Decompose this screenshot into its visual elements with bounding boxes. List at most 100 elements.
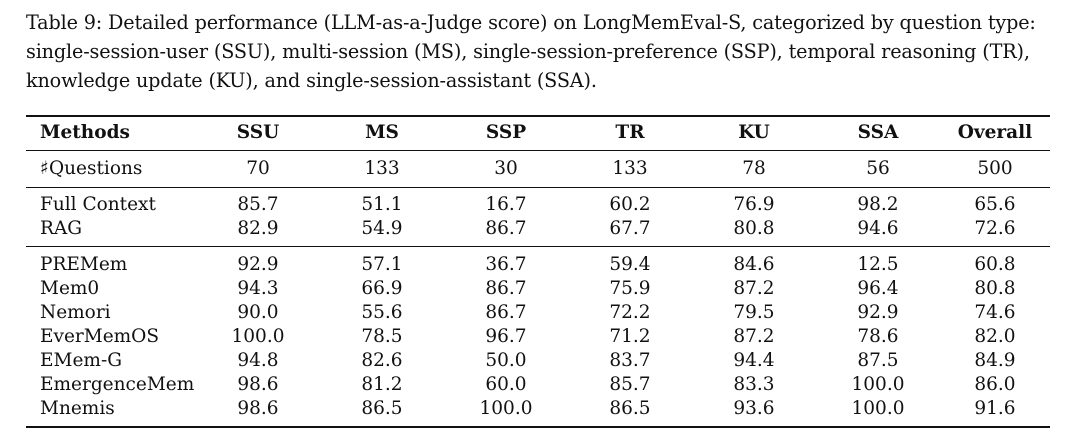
score-cell: 96.4 [857, 278, 899, 299]
score-cell: 65.6 [974, 194, 1016, 215]
score-cell: 86.5 [609, 398, 651, 419]
score-cell: 60.0 [485, 374, 527, 395]
method-name: Nemori [40, 302, 111, 323]
score-cell: 86.0 [974, 374, 1016, 395]
header-ssp: SSP [485, 122, 527, 143]
baselines-rule [26, 246, 1050, 247]
score-cell: 82.9 [237, 218, 279, 239]
score-cell: 84.6 [733, 254, 775, 275]
score-cell: 94.4 [733, 350, 775, 371]
table-row: Mem0 94.3 66.9 86.7 75.9 87.2 96.4 80.8 [26, 277, 1050, 301]
score-cell: 78.5 [361, 326, 403, 347]
score-cell: 98.6 [237, 374, 279, 395]
score-cell: 60.2 [609, 194, 651, 215]
memory-systems-table: PREMem 92.9 57.1 36.7 59.4 84.6 12.5 60.8 Mem0 94… [26, 253, 1050, 421]
table-caption: Table 9: Detailed performance (LLM-as-a-… [26, 8, 1066, 95]
method-name: EmergenceMem [40, 374, 195, 395]
header-row: Methods SSU MS SSP TR KU SSA Overall [26, 121, 1050, 145]
score-cell: 54.9 [361, 218, 403, 239]
questions-cell: 70 [246, 158, 270, 179]
questions-rule [26, 187, 1050, 188]
score-cell: 67.7 [609, 218, 651, 239]
caption-line: Table 9: Detailed performance (LLM-as-a-… [26, 11, 1036, 34]
table-row: Full Context 85.7 51.1 16.7 60.2 76.9 98.2 65.6 [26, 193, 1050, 217]
questions-cell: 500 [977, 158, 1013, 179]
score-cell: 98.2 [857, 194, 899, 215]
score-cell: 87.2 [733, 278, 775, 299]
score-cell: 80.8 [733, 218, 775, 239]
top-rule [26, 115, 1050, 117]
score-cell: 98.6 [237, 398, 279, 419]
score-cell: 94.3 [237, 278, 279, 299]
method-name: PREMem [40, 254, 128, 275]
score-cell: 85.7 [609, 374, 651, 395]
score-cell: 66.9 [361, 278, 403, 299]
score-cell: 16.7 [485, 194, 527, 215]
score-cell: 83.3 [733, 374, 775, 395]
caption-line: single-session-user (SSU), multi-session… [26, 40, 1030, 63]
score-cell: 72.2 [609, 302, 651, 323]
header-ku: KU [738, 122, 770, 143]
score-cell: 90.0 [237, 302, 279, 323]
score-cell: 83.7 [609, 350, 651, 371]
bottom-rule [26, 426, 1050, 428]
baselines-table: Full Context 85.7 51.1 16.7 60.2 76.9 98.2 65.6… [26, 193, 1050, 241]
score-cell: 86.7 [485, 218, 527, 239]
score-cell: 100.0 [851, 374, 905, 395]
header-ssu: SSU [236, 122, 280, 143]
score-cell: 78.6 [857, 326, 899, 347]
score-cell: 82.0 [974, 326, 1016, 347]
score-cell: 79.5 [733, 302, 775, 323]
questions-cell: 133 [612, 158, 648, 179]
score-cell: 86.5 [361, 398, 403, 419]
score-cell: 57.1 [361, 254, 403, 275]
questions-label: ♯Questions [40, 158, 143, 179]
score-cell: 81.2 [361, 374, 403, 395]
table-row: EverMemOS 100.0 78.5 96.7 71.2 87.2 78.6 82.0 [26, 325, 1050, 349]
table-row: EmergenceMem 98.6 81.2 60.0 85.7 83.3 100.0 86.… [26, 373, 1050, 397]
score-cell: 82.6 [361, 350, 403, 371]
score-cell: 87.5 [857, 350, 899, 371]
score-cell: 55.6 [361, 302, 403, 323]
score-cell: 100.0 [851, 398, 905, 419]
score-cell: 100.0 [231, 326, 285, 347]
header-ms: MS [365, 122, 399, 143]
questions-cell: 133 [364, 158, 400, 179]
header-ssa: SSA [857, 122, 899, 143]
header-rule [26, 150, 1050, 151]
method-name: RAG [40, 218, 83, 239]
questions-cell: 56 [866, 158, 890, 179]
questions-table: ♯Questions 70 133 30 133 78 56 500 [26, 157, 1050, 181]
score-cell: 92.9 [237, 254, 279, 275]
score-cell: 85.7 [237, 194, 279, 215]
header-table: Methods SSU MS SSP TR KU SSA Overall [26, 121, 1050, 145]
score-cell: 94.8 [237, 350, 279, 371]
score-cell: 60.8 [974, 254, 1016, 275]
score-cell: 75.9 [609, 278, 651, 299]
score-cell: 72.6 [974, 218, 1016, 239]
score-cell: 71.2 [609, 326, 651, 347]
header-overall: Overall [957, 122, 1033, 143]
questions-cell: 30 [494, 158, 518, 179]
score-cell: 86.7 [485, 302, 527, 323]
table-row: Mnemis 98.6 86.5 100.0 86.5 93.6 100.0 91.6 [26, 397, 1050, 421]
method-name: Mem0 [40, 278, 100, 299]
score-cell: 74.6 [974, 302, 1016, 323]
header-methods: Methods [40, 122, 130, 143]
method-name: EverMemOS [40, 326, 160, 347]
score-cell: 100.0 [479, 398, 533, 419]
caption-line: knowledge update (KU), and single-sessio… [26, 69, 597, 92]
header-tr: TR [615, 122, 645, 143]
score-cell: 93.6 [733, 398, 775, 419]
score-cell: 76.9 [733, 194, 775, 215]
table-row: Nemori 90.0 55.6 86.7 72.2 79.5 92.9 74.6 [26, 301, 1050, 325]
score-cell: 86.7 [485, 278, 527, 299]
table-row: RAG 82.9 54.9 86.7 67.7 80.8 94.6 72.6 [26, 217, 1050, 241]
score-cell: 91.6 [974, 398, 1016, 419]
score-cell: 94.6 [857, 218, 899, 239]
questions-cell: 78 [742, 158, 766, 179]
method-name: Full Context [40, 194, 156, 215]
score-cell: 59.4 [609, 254, 651, 275]
score-cell: 84.9 [974, 350, 1016, 371]
method-name: Mnemis [40, 398, 115, 419]
